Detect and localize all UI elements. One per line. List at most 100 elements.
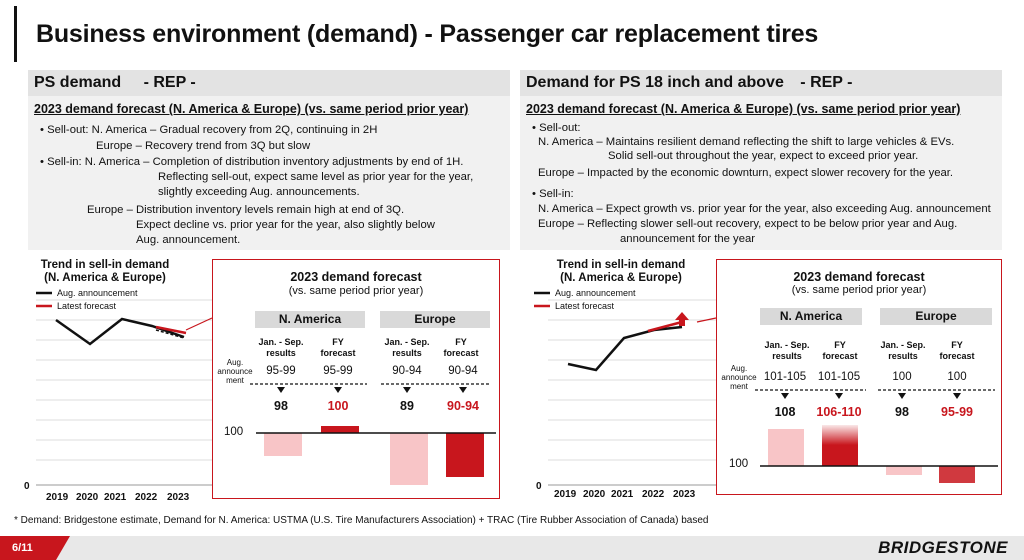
right-forecast-box xyxy=(716,259,1002,495)
left-trend-year-2022: 2022 xyxy=(135,492,158,503)
left-trend-y-zero: 0 xyxy=(24,481,30,492)
right-subheading: 2023 demand forecast (N. America & Europ… xyxy=(526,102,961,116)
right-na-fy-range-bar xyxy=(822,425,858,445)
series-aug-announcement xyxy=(55,317,185,346)
series-latest-forecast xyxy=(155,325,187,335)
left-trend-year-2019: 2019 xyxy=(46,492,69,503)
left-na-aug2: 95-99 xyxy=(323,365,353,377)
right-panel-heading: Demand for PS 18 inch and above - REP - xyxy=(520,70,1002,96)
left-eu-col2-header: FY forecast xyxy=(443,337,479,358)
left-legend-latest: Latest forecast xyxy=(57,301,117,311)
right-line-7: Europe – Reflecting slower sell-out reco… xyxy=(538,218,958,230)
right-eu-res2: 95-99 xyxy=(941,405,973,419)
right-forecast-title: 2023 demand forecast xyxy=(793,270,925,284)
right-eu-col1-header: Jan. - Sep. results xyxy=(880,340,926,361)
right-eu-fy-bar xyxy=(939,466,975,483)
arrow-up-icon xyxy=(675,312,689,326)
left-trend-year-2020: 2020 xyxy=(76,492,99,503)
left-aug-label: Aug. announce ment xyxy=(217,358,253,385)
left-forecast-title: 2023 demand forecast xyxy=(290,270,422,284)
right-trend-year-2019: 2019 xyxy=(554,489,577,500)
left-eu-aug1: 90-94 xyxy=(392,365,422,377)
arrow-down-icon xyxy=(403,387,411,393)
left-trend-year-2021: 2021 xyxy=(104,492,127,503)
right-line-3: Solid sell-out throughout the year, expe… xyxy=(608,150,919,162)
right-trend-title-2: (N. America & Europe) xyxy=(560,272,682,284)
left-na-res2: 100 xyxy=(327,399,349,413)
right-aug-dashes xyxy=(755,389,995,399)
left-baseline-label: 100 xyxy=(224,426,244,438)
left-trend-title-1: Trend in sell-in demand xyxy=(40,259,170,271)
arrow-down-icon xyxy=(277,387,285,393)
left-region-namerica: N. America xyxy=(255,311,365,328)
left-na-fy-bar xyxy=(321,426,359,433)
right-forecast-bars xyxy=(760,425,998,483)
left-line-4: Reflecting sell-out, expect same level a… xyxy=(158,171,474,183)
left-region-europe: Europe xyxy=(380,311,490,328)
right-callout-connector xyxy=(696,317,717,323)
right-trend-year-2022: 2022 xyxy=(642,489,665,500)
right-line-4: Europe – Impacted by the economic downtu… xyxy=(538,167,954,179)
right-na-fy-bar xyxy=(822,445,858,466)
left-trend-title-2: (N. America & Europe) xyxy=(44,272,166,284)
series-latest-forecast xyxy=(647,320,683,333)
right-eu-res1: 98 xyxy=(895,405,909,419)
left-forecast-bars xyxy=(256,426,496,485)
page-number: 6/11 xyxy=(0,536,70,560)
right-trend-year-2023: 2023 xyxy=(673,489,696,500)
arrow-down-icon xyxy=(953,393,961,399)
right-description-box xyxy=(520,96,1002,250)
right-trend-chart xyxy=(548,299,718,486)
right-eu-col2-header: FY forecast xyxy=(939,340,975,361)
right-na-res2: 106-110 xyxy=(816,405,862,419)
left-eu-res2: 90-94 xyxy=(447,399,479,413)
footer-bar xyxy=(0,536,1024,560)
arrow-down-icon xyxy=(835,393,843,399)
left-heading-text: PS demand xyxy=(34,74,122,91)
left-na-col1-header: Jan. - Sep. results xyxy=(258,337,304,358)
left-eu-fy-bar xyxy=(446,433,484,477)
left-subheading: 2023 demand forecast (N. America & Europ… xyxy=(34,102,469,116)
right-trend-title: Trend in sell-in demand (N. America & Eu… xyxy=(546,259,696,285)
arrow-down-icon xyxy=(459,387,467,393)
right-aug-label: Aug. announce ment xyxy=(721,364,757,391)
left-line-8: Aug. announcement. xyxy=(136,234,241,246)
left-eu-aug2: 90-94 xyxy=(448,365,478,377)
series-aug-announcement xyxy=(567,325,683,372)
left-legend-aug: Aug. announcement xyxy=(57,288,138,298)
right-na-aug2: 101-105 xyxy=(817,371,861,383)
right-region-namerica: N. America xyxy=(760,308,862,325)
left-trend-title: Trend in sell-in demand (N. America & Eu… xyxy=(30,259,180,285)
right-trend-year-2021: 2021 xyxy=(611,489,634,500)
right-trend-legend xyxy=(534,291,550,308)
brand-logo: BRIDGESTONE xyxy=(878,538,1008,557)
right-heading-tag: - REP - xyxy=(800,74,853,91)
right-legend-latest: Latest forecast xyxy=(555,301,615,311)
left-trend-legend xyxy=(36,291,52,308)
right-legend-aug: Aug. announcement xyxy=(555,288,636,298)
left-na-res1: 98 xyxy=(274,399,288,413)
right-baseline-label: 100 xyxy=(729,458,749,470)
left-eu-col1-header: Jan. - Sep. results xyxy=(384,337,430,358)
left-line-7: Expect decline vs. prior year for the ye… xyxy=(136,219,435,231)
right-eu-aug1: 100 xyxy=(892,371,912,383)
left-na-aug1: 95-99 xyxy=(266,365,296,377)
left-forecast-subtitle: (vs. same period prior year) xyxy=(288,285,424,297)
right-trend-y-zero: 0 xyxy=(536,481,542,492)
left-heading-tag: - REP - xyxy=(143,74,196,91)
right-na-aug1: 101-105 xyxy=(763,371,807,383)
arrow-down-icon xyxy=(334,387,342,393)
left-line-6: Europe – Distribution inventory levels r… xyxy=(87,204,405,216)
left-line-3: • Sell-in: N. America – Completion of di… xyxy=(40,156,464,168)
left-callout-connector xyxy=(185,317,213,331)
right-trend-year-2020: 2020 xyxy=(583,489,606,500)
left-trend-year-2023: 2023 xyxy=(167,492,190,503)
left-panel-heading: PS demand - REP - xyxy=(28,70,510,96)
left-eu-res1: 89 xyxy=(400,399,414,413)
footnote: * Demand: Bridgestone estimate, Demand f… xyxy=(14,515,709,526)
right-line-5: • Sell-in: xyxy=(532,188,574,200)
left-eu-results-bar xyxy=(390,433,428,485)
slide-title: Business environment (demand) - Passenge… xyxy=(36,20,819,48)
left-line-1: • Sell-out: N. America – Gradual recover… xyxy=(40,124,378,136)
right-na-col1-header: Jan. - Sep. results xyxy=(764,340,810,361)
